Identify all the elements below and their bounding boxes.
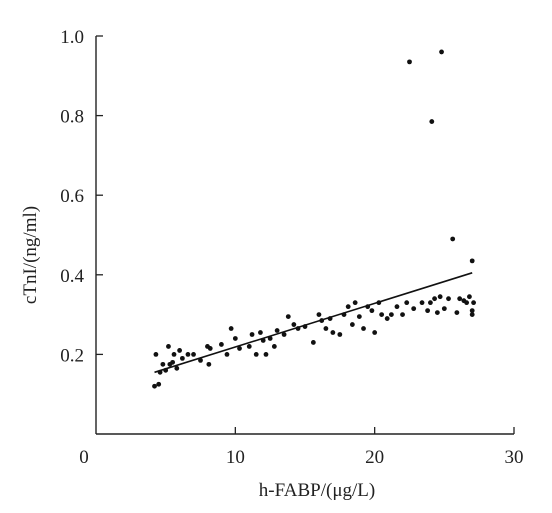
data-point — [434, 310, 440, 316]
data-point — [263, 352, 269, 357]
data-point — [384, 316, 390, 321]
data-point — [179, 355, 185, 361]
data-point — [372, 330, 378, 335]
data-point — [411, 306, 417, 312]
data-point — [253, 352, 259, 357]
data-point — [439, 49, 444, 55]
data-point — [471, 300, 476, 306]
data-point — [323, 326, 329, 331]
data-point — [206, 361, 212, 367]
data-point — [428, 300, 433, 306]
data-point — [157, 369, 163, 375]
data-point — [425, 308, 431, 314]
data-point — [467, 294, 472, 300]
data-point — [469, 258, 475, 264]
data-point — [327, 316, 333, 321]
data-point — [171, 352, 177, 357]
data-point — [267, 336, 273, 341]
data-point — [177, 348, 183, 353]
tick-labels: 0 10 20 30 0.2 0.4 0.6 0.8 1.0 — [60, 27, 523, 468]
data-point — [258, 330, 263, 335]
data-point — [419, 300, 425, 306]
data-point — [274, 328, 280, 333]
data-point — [369, 308, 375, 314]
y-axis-title: cTnI/(ng/ml) — [20, 206, 41, 304]
data-point — [152, 383, 157, 389]
data-point — [281, 332, 287, 337]
data-point — [469, 308, 475, 314]
data-point — [163, 367, 169, 373]
y-tick-label: 0.8 — [60, 107, 84, 128]
data-point — [450, 236, 456, 242]
data-point — [352, 300, 358, 306]
data-point — [446, 296, 451, 302]
data-point — [237, 346, 242, 351]
data-point — [469, 312, 475, 317]
data-point — [319, 318, 325, 323]
data-point — [302, 324, 308, 329]
data-point — [361, 326, 366, 331]
data-point — [207, 346, 213, 351]
data-point — [191, 352, 196, 357]
data-point — [330, 330, 336, 335]
data-point — [246, 344, 252, 349]
y-tick-label: 0.4 — [60, 266, 84, 287]
x-tick-label: 30 — [505, 447, 524, 468]
y-tick-label: 0.2 — [60, 345, 84, 366]
data-point — [432, 296, 437, 302]
data-points — [152, 49, 476, 389]
data-point — [345, 304, 351, 310]
data-point — [198, 357, 203, 363]
data-point — [160, 361, 166, 367]
y-tick-label: 0.6 — [60, 186, 84, 207]
data-point — [379, 312, 385, 317]
data-point — [291, 322, 297, 327]
data-point — [170, 359, 176, 365]
data-point — [349, 322, 355, 327]
data-point — [407, 59, 412, 65]
x-tick-label: 20 — [365, 447, 384, 468]
data-point — [429, 119, 435, 124]
y-tick-label: 1.0 — [60, 27, 84, 48]
x-tick-label: 0 — [79, 447, 89, 468]
data-point — [341, 312, 347, 317]
data-point — [166, 344, 171, 349]
x-tick-label: 10 — [226, 447, 245, 468]
data-point — [337, 332, 343, 337]
data-point — [174, 365, 180, 371]
data-point — [310, 340, 316, 345]
data-point — [249, 332, 255, 337]
data-point — [454, 310, 460, 316]
data-point — [153, 352, 159, 357]
data-point — [185, 352, 191, 357]
data-point — [376, 300, 382, 306]
data-point — [232, 336, 238, 341]
x-axis-title: h-FABP/(μg/L) — [259, 480, 375, 501]
data-point — [356, 314, 362, 319]
data-point — [228, 326, 234, 331]
data-point — [441, 306, 447, 312]
data-point — [388, 312, 394, 317]
data-point — [404, 300, 410, 306]
data-point — [219, 342, 224, 347]
data-point — [400, 312, 405, 317]
data-point — [271, 344, 277, 349]
ticks — [96, 35, 515, 434]
trend-line — [154, 272, 473, 374]
data-point — [437, 294, 443, 300]
data-point — [260, 338, 266, 343]
data-point — [285, 314, 291, 319]
data-point — [457, 296, 463, 302]
axes — [95, 36, 514, 435]
data-point — [224, 352, 230, 357]
data-point — [464, 300, 470, 306]
data-point — [316, 312, 322, 317]
data-point — [156, 381, 162, 387]
data-point — [295, 326, 301, 331]
data-point — [394, 304, 400, 310]
data-point — [365, 304, 371, 310]
